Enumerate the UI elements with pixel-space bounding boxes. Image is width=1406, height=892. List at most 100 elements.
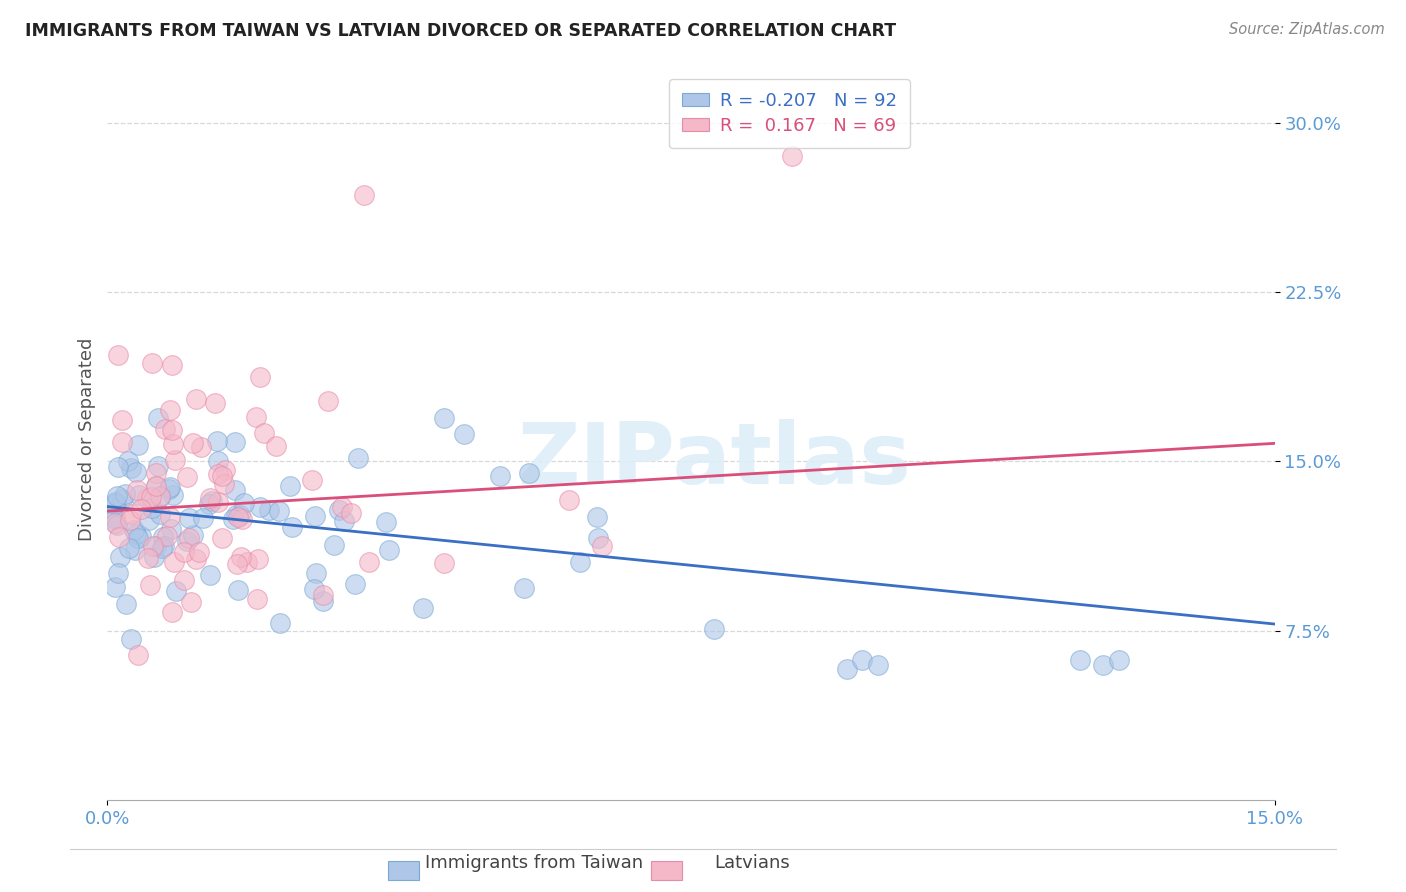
Point [149, 489, 172, 503]
Point [125, 527, 148, 541]
Point [127, 483, 149, 497]
Point [453, 426, 475, 441]
Point [111, 412, 134, 426]
Point [118, 541, 141, 555]
Point [128, 488, 150, 502]
Point [142, 539, 165, 553]
Point [104, 495, 127, 509]
Point [162, 436, 184, 450]
Point [346, 451, 368, 466]
Point [162, 488, 184, 502]
Point [142, 549, 165, 564]
Point [125, 465, 148, 479]
Point [127, 648, 149, 662]
Point [118, 513, 141, 527]
Point [200, 568, 222, 582]
Point [110, 550, 132, 565]
Point [111, 435, 134, 450]
Point [145, 479, 167, 493]
Point [107, 348, 129, 362]
Point [328, 503, 350, 517]
Point [152, 539, 174, 553]
Point [163, 555, 186, 569]
Point [149, 507, 172, 521]
Point [138, 513, 160, 527]
Point [224, 434, 246, 449]
Point [211, 468, 233, 483]
Text: Source: ZipAtlas.com: Source: ZipAtlas.com [1229, 22, 1385, 37]
Point [200, 491, 222, 505]
Point [148, 459, 170, 474]
Point [278, 479, 301, 493]
Y-axis label: Divorced or Separated: Divorced or Separated [79, 337, 96, 541]
Point [305, 566, 328, 580]
Point [207, 454, 229, 468]
Point [141, 356, 163, 370]
Point [136, 551, 159, 566]
Point [374, 515, 396, 529]
Point [104, 512, 127, 526]
Point [104, 580, 127, 594]
Point [257, 503, 280, 517]
Point [249, 370, 271, 384]
Point [1092, 657, 1115, 672]
Point [323, 538, 346, 552]
Point [138, 578, 160, 592]
Point [433, 556, 456, 570]
Point [105, 489, 128, 503]
Point [246, 552, 269, 566]
Point [141, 500, 163, 515]
Point [333, 514, 356, 528]
Point [159, 403, 181, 417]
Point [160, 522, 183, 536]
Point [301, 473, 323, 487]
Point [120, 632, 142, 647]
Point [330, 500, 353, 514]
Point [145, 478, 167, 492]
Point [181, 527, 204, 541]
Point [211, 531, 233, 545]
Point [225, 508, 247, 522]
Point [176, 470, 198, 484]
Point [191, 510, 214, 524]
Point [225, 557, 247, 571]
Point [105, 517, 128, 532]
Point [205, 434, 228, 448]
Point [124, 542, 146, 557]
Point [233, 496, 256, 510]
Point [148, 490, 170, 504]
Point [586, 531, 609, 545]
Point [412, 601, 434, 615]
Point [513, 582, 536, 596]
Point [129, 529, 152, 543]
Text: Latvians: Latvians [714, 855, 790, 872]
Point [302, 582, 325, 596]
Point [281, 520, 304, 534]
Point [212, 476, 235, 491]
Point [866, 657, 889, 672]
Point [489, 469, 512, 483]
Point [378, 542, 401, 557]
Point [107, 460, 129, 475]
Point [129, 501, 152, 516]
Point [159, 509, 181, 524]
Point [104, 511, 127, 525]
Point [214, 462, 236, 476]
Point [304, 509, 326, 524]
Point [851, 653, 873, 667]
Point [163, 453, 186, 467]
Point [269, 504, 291, 518]
Point [269, 615, 291, 630]
Point [148, 411, 170, 425]
Point [159, 480, 181, 494]
Point [312, 588, 335, 602]
Point [111, 492, 134, 507]
Point [104, 497, 127, 511]
Point [207, 467, 229, 481]
Point [557, 493, 579, 508]
Point [703, 622, 725, 636]
Point [127, 438, 149, 452]
Point [107, 566, 129, 581]
Point [197, 497, 219, 511]
Point [184, 552, 207, 566]
